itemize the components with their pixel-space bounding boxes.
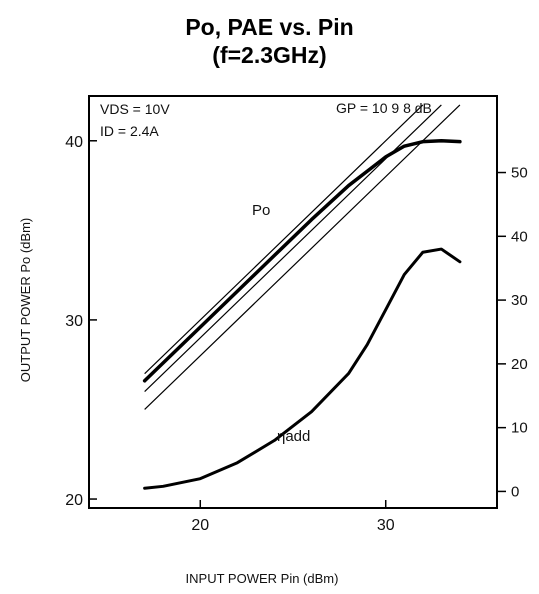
gp-annotation: GP = 10 9 8 dB [336, 100, 432, 116]
gain-lines [144, 104, 461, 410]
y-tick-label: 30 [65, 313, 83, 330]
eta-curve-label: ηadd [277, 428, 310, 445]
plot-frame [88, 95, 498, 509]
id-annotation: ID = 2.4A [100, 123, 159, 139]
x-axis-label: INPUT POWER Pin (dBm) [186, 571, 339, 586]
x-tick-label: 30 [377, 517, 395, 534]
gain-line-8db [144, 104, 461, 410]
y2-tick-label: 10 [511, 420, 528, 437]
po-curve-label: Po [252, 202, 270, 219]
y2-tick-label: 50 [511, 165, 528, 182]
x-tick-label: 20 [191, 517, 209, 534]
eta-add-curve [143, 247, 462, 490]
y-axis-label: OUTPUT POWER Po (dBm) [18, 218, 33, 382]
y2-tick-label: 20 [511, 356, 528, 373]
gain-line-10db [144, 104, 424, 375]
vds-annotation: VDS = 10V [100, 101, 170, 117]
ticks: 20 30 40 20 30 0 10 20 30 40 50 [65, 134, 527, 534]
y2-tick-label: 30 [511, 292, 528, 309]
series-layer [142, 139, 462, 490]
po-curve [142, 139, 462, 383]
chart-title: Po, PAE vs. Pin [185, 14, 354, 40]
y-tick-label: 40 [65, 134, 83, 151]
y-tick-label: 20 [65, 492, 83, 509]
y2-tick-label: 40 [511, 228, 528, 245]
y2-tick-label: 0 [511, 483, 519, 500]
gain-line-9db [144, 104, 442, 392]
chart-subtitle: (f=2.3GHz) [212, 42, 327, 68]
